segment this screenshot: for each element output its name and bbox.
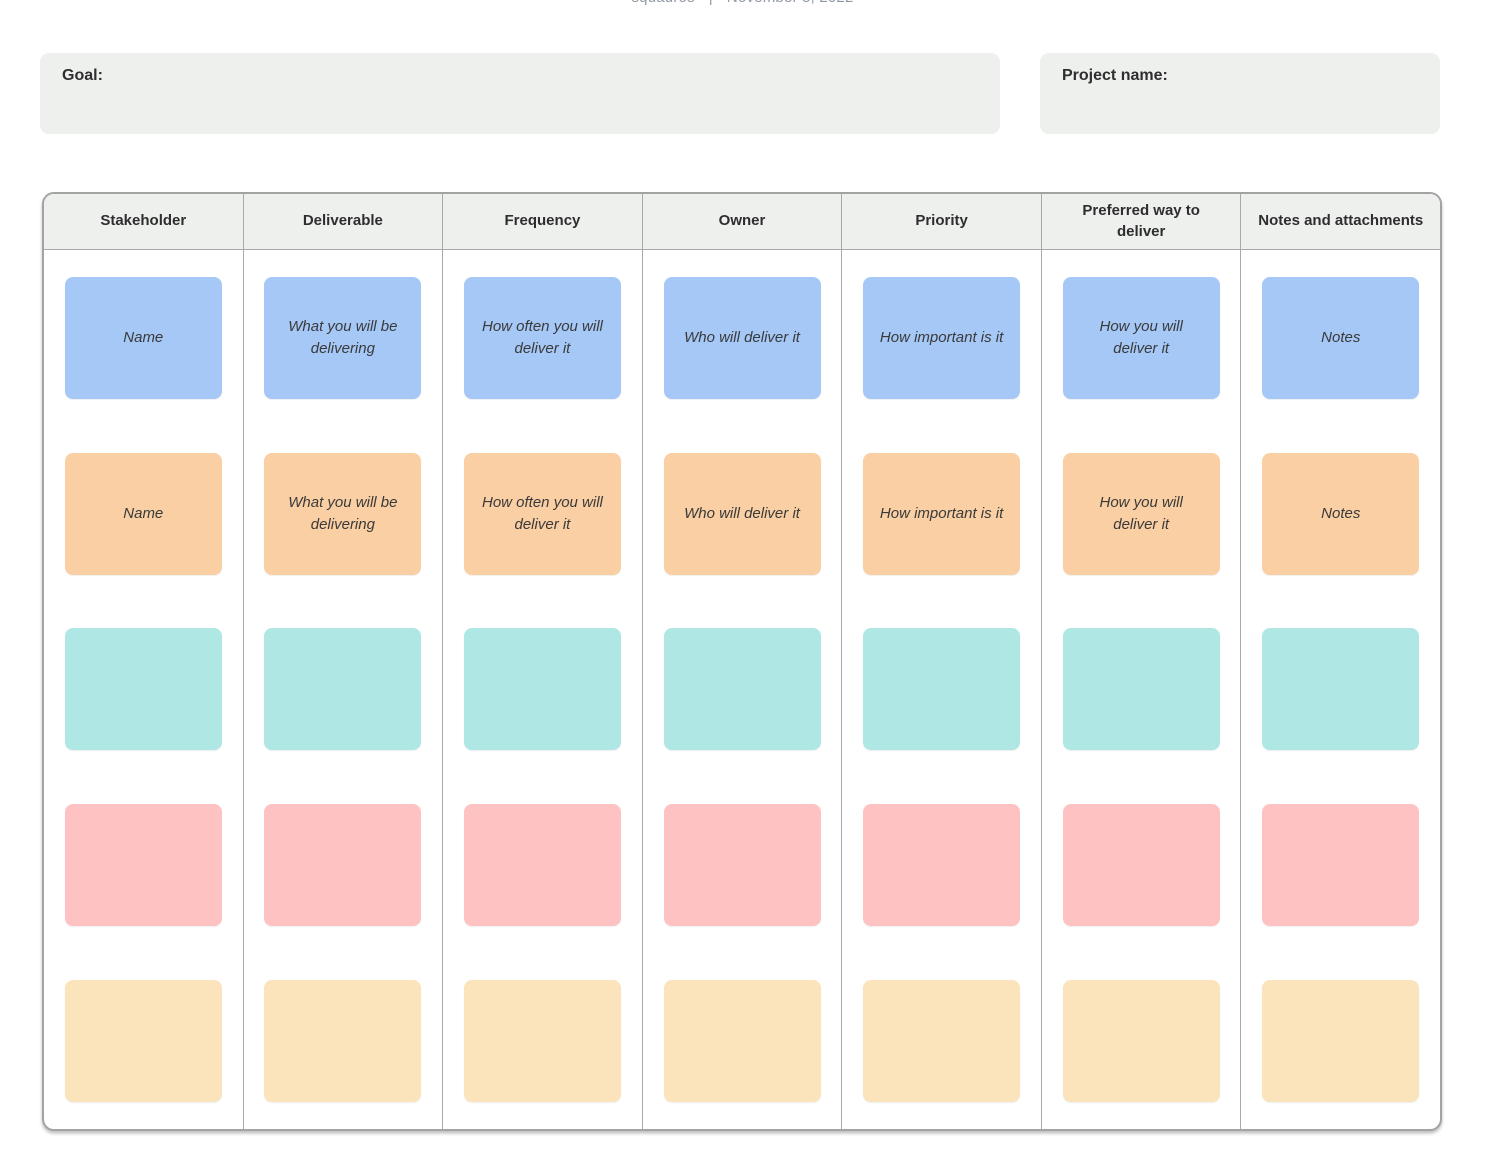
column-header-preferred-way: Preferred way to deliver [1041,194,1241,250]
project-name-field[interactable]: Project name: [1040,53,1440,134]
column-header-notes-attachments: Notes and attachments [1241,194,1440,250]
sticky-note[interactable] [863,804,1021,927]
sticky-note[interactable]: Name [64,276,222,399]
sticky-note[interactable] [463,980,621,1103]
sticky-note[interactable] [463,804,621,927]
sticky-note[interactable]: Notes [1262,276,1420,399]
sticky-note[interactable] [663,804,821,927]
sticky-note[interactable]: How you will deliver it [1062,276,1220,399]
sticky-note[interactable] [663,980,821,1103]
column-header-priority: Priority [842,194,1041,250]
meta-separator: | [709,0,713,6]
sticky-note[interactable] [64,804,222,927]
column-header-deliverable: Deliverable [243,194,443,250]
sticky-note[interactable]: Notes [1262,452,1420,575]
sticky-note[interactable]: How often you will deliver it [463,452,621,575]
sticky-note[interactable] [663,628,821,751]
sticky-note[interactable] [64,628,222,751]
column-stakeholder: Stakeholder Name Name [44,194,243,1129]
column-notes-attachments: Notes and attachments Notes Notes [1240,194,1440,1129]
sticky-note[interactable] [863,980,1021,1103]
sticky-note[interactable] [264,980,422,1103]
column-preferred-way: Preferred way to deliver How you will de… [1040,194,1241,1129]
document-date: November 5, 2022 [727,0,854,6]
column-deliverable: Deliverable What you will be delivering … [242,194,443,1129]
sticky-note[interactable]: How often you will deliver it [463,276,621,399]
sticky-note[interactable]: What you will be delivering [264,452,422,575]
sticky-note[interactable] [264,628,422,751]
sticky-note[interactable]: How important is it [863,276,1021,399]
column-frequency: Frequency How often you will deliver it … [442,194,642,1129]
column-owner: Owner Who will deliver it Who will deliv… [641,194,842,1129]
column-header-stakeholder: Stakeholder [44,194,243,250]
project-name-label: Project name: [1062,67,1168,84]
sticky-note[interactable] [1262,628,1420,751]
document-meta: squadros | November 5, 2022 [0,0,1485,5]
stakeholder-table: Stakeholder Name Name Deliverable What y… [42,192,1442,1131]
sticky-note[interactable]: How you will deliver it [1062,452,1220,575]
sticky-note[interactable] [1262,980,1420,1103]
sticky-note[interactable] [1062,804,1220,927]
author-name: squadros [631,0,694,6]
sticky-note[interactable] [64,980,222,1103]
sticky-note[interactable]: How important is it [863,452,1021,575]
sticky-note[interactable] [1062,980,1220,1103]
goal-label: Goal: [62,67,103,84]
sticky-note[interactable] [1062,628,1220,751]
column-priority: Priority How important is it How importa… [841,194,1041,1129]
column-header-frequency: Frequency [443,194,642,250]
column-header-owner: Owner [642,194,842,250]
sticky-note[interactable] [463,628,621,751]
sticky-note[interactable] [264,804,422,927]
sticky-note[interactable]: Who will deliver it [663,276,821,399]
sticky-note[interactable] [863,628,1021,751]
goal-field[interactable]: Goal: [40,53,1000,134]
sticky-note[interactable]: What you will be delivering [264,276,422,399]
sticky-note[interactable] [1262,804,1420,927]
sticky-note[interactable]: Who will deliver it [663,452,821,575]
sticky-note[interactable]: Name [64,452,222,575]
